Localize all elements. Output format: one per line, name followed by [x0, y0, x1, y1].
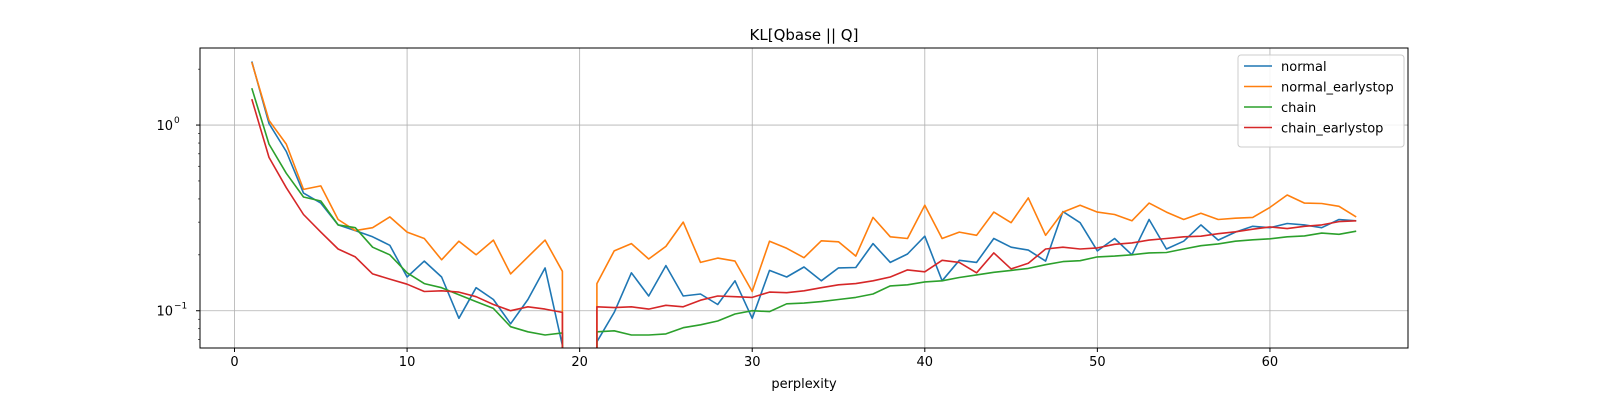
series-line-normal_earlystop	[251, 61, 1357, 348]
chart-title: KL[Qbase || Q]	[750, 26, 859, 44]
x-tick-label: 40	[917, 355, 934, 370]
legend-label: chain_earlystop	[1281, 122, 1383, 137]
legend-label: normal	[1281, 60, 1327, 75]
y-tick-label: 10	[156, 305, 173, 320]
series-line-chain_earlystop	[251, 98, 1357, 348]
y-tick-base: 10	[156, 119, 173, 134]
series-line-normal	[251, 61, 1357, 348]
x-tick-label: 0	[230, 355, 238, 370]
plot-lines	[251, 61, 1357, 348]
x-tick-label: 20	[571, 355, 588, 370]
y-tick-base: 10	[156, 305, 173, 320]
x-tick-label: 50	[1089, 355, 1106, 370]
y-tick-exponent: −1	[174, 302, 187, 312]
legend-box	[1237, 54, 1405, 148]
x-tick-label: 10	[399, 355, 416, 370]
x-tick-label: 60	[1262, 355, 1279, 370]
legend-label: normal_earlystop	[1281, 81, 1394, 96]
legend-label: chain	[1281, 101, 1316, 116]
grid	[200, 48, 1408, 348]
x-axis-label: perplexity	[771, 377, 837, 392]
x-tick-label: 30	[744, 355, 761, 370]
y-tick-exponent: 0	[174, 116, 180, 126]
plot-frame	[199, 47, 1409, 349]
y-tick-label: 10	[156, 119, 173, 134]
series-line-chain	[251, 87, 1357, 348]
